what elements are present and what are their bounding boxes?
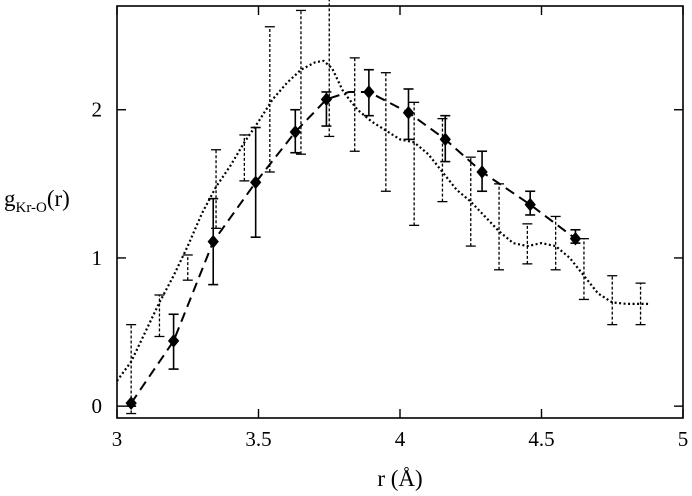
series-2-error-bar [409, 101, 420, 226]
series-2-error-bar [239, 134, 250, 182]
y-axis-title-suffix: (r) [47, 186, 70, 211]
y-axis-title: gKr-O(r) [4, 186, 70, 216]
series-1-point [167, 334, 180, 348]
x-tick-label: 3 [112, 427, 123, 451]
series-1-point [476, 165, 488, 179]
series-1-point [363, 85, 375, 99]
series-2-error-bar [380, 72, 391, 192]
series-2-error-bar [550, 215, 561, 271]
y-tick-label: 2 [92, 98, 103, 122]
series-1-point [250, 175, 262, 190]
series-1-dashed-line [130, 90, 577, 404]
series-2-error-bar [324, 0, 335, 138]
y-tick-label: 1 [92, 246, 103, 270]
series-1-point [125, 396, 137, 410]
series-2-error-bar [349, 57, 360, 152]
x-tick-label: 5 [678, 427, 689, 451]
tick-layer: 3 3.5 4 4.5 5 0 1 2 [92, 6, 689, 451]
series-2-curve [116, 59, 650, 382]
series-1-point [439, 132, 451, 147]
series-1-point [524, 197, 536, 212]
series-1-marker-layer [125, 85, 582, 410]
series-2-error-bar [182, 254, 193, 281]
series-2-error-bar [154, 294, 165, 338]
series-1-error-bar-layer [126, 68, 581, 407]
series-2-error-bar [465, 156, 476, 247]
series-2-error-bar [635, 282, 646, 326]
series-2-error-bar-layer [126, 0, 646, 415]
series-1-point [402, 105, 415, 120]
y-tick-label: 0 [92, 394, 103, 418]
series-1-point [207, 234, 219, 249]
series-2-error-bar [607, 275, 618, 326]
series-1-point [320, 92, 333, 107]
series-2-error-bar [494, 183, 505, 271]
series-2-error-bar [578, 238, 589, 301]
x-tick-label: 3.5 [245, 427, 271, 451]
y-axis-title-subscript: Kr-O [16, 200, 48, 216]
series-2-error-bar [126, 323, 137, 415]
series-2-error-bar [264, 26, 275, 173]
series-1-dashed-line-layer [130, 90, 577, 404]
x-axis-title: r (Å) [377, 466, 422, 491]
series-2-error-bar [522, 223, 533, 265]
y-axis-title-main: g [4, 186, 16, 211]
x-tick-label: 4 [395, 427, 406, 451]
series-2-error-bar [295, 9, 306, 155]
x-tick-label: 4.5 [528, 427, 554, 451]
series-2-dotted-curve-layer [116, 59, 650, 382]
series-1-point [569, 231, 582, 246]
series-1-point [289, 125, 301, 139]
